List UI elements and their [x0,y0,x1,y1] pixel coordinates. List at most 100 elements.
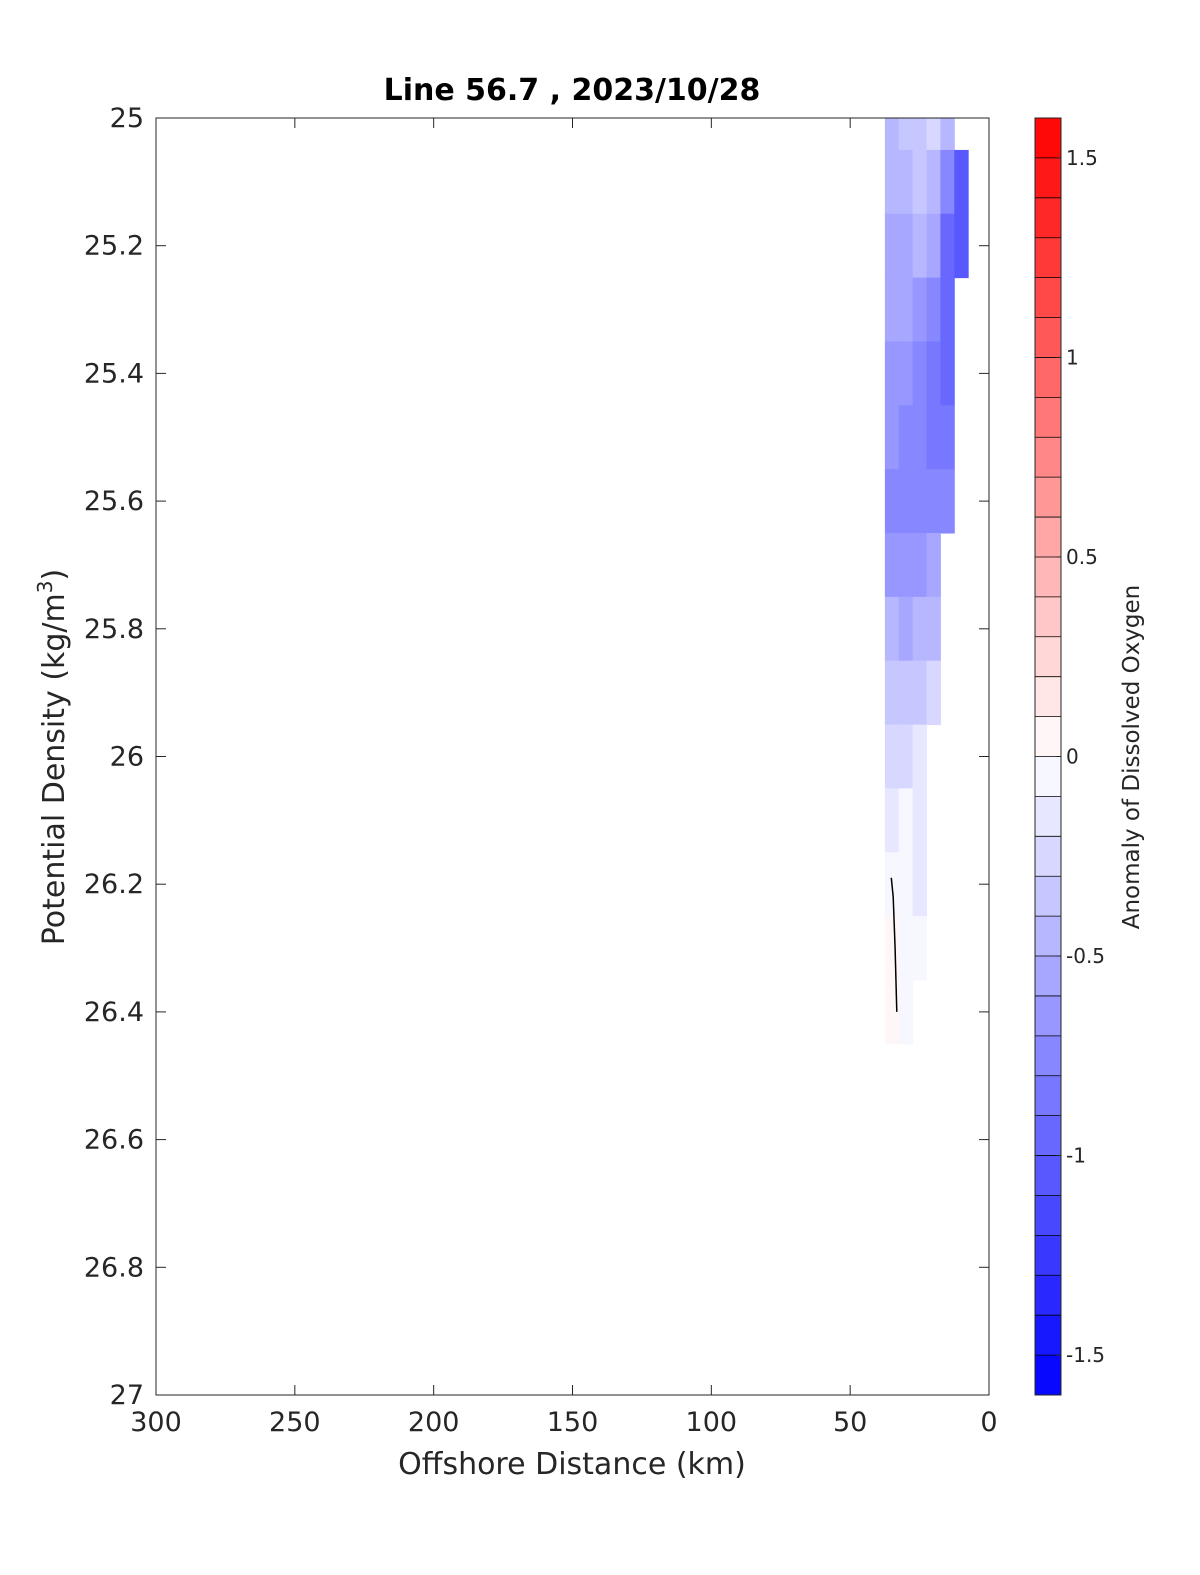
y-tick-label: 26.8 [84,1252,144,1283]
heatmap-cell [912,469,928,534]
heatmap-cell [884,213,900,279]
x-tick-label: 200 [408,1407,460,1438]
colorbar-segment [1035,1355,1061,1396]
heatmap-cell [898,149,914,215]
heatmap-cell [926,469,941,534]
heatmap-cell [912,533,928,598]
heatmap-cell [954,213,969,279]
heatmap-cell [912,852,928,917]
heatmap-cell [926,341,941,406]
colorbar-segment [1035,517,1061,558]
heatmap-cell [940,213,955,279]
heatmap-cell [926,533,941,598]
y-tick-label: 25.2 [84,231,144,262]
heatmap-cell [926,405,941,470]
heatmap-cell [940,341,955,406]
heatmap-cell [884,118,900,151]
y-axis-label-close: ) [37,569,72,581]
heatmap-cell [898,660,914,726]
heatmap-cell [912,277,928,342]
heatmap-cell [898,724,914,789]
colorbar-segment [1035,916,1061,957]
plot-area-background [156,118,989,1395]
heatmap-cell [898,916,914,981]
heatmap-cell [884,149,900,215]
heatmap-cell [884,469,900,534]
heatmap-cell [884,724,900,789]
colorbar-tick-label: 0 [1066,745,1079,769]
zero-contour-layer [890,877,898,1012]
heatmap-cell [884,277,900,342]
colorbar-segment [1035,956,1061,997]
x-tick-label: 300 [130,1407,182,1438]
colorbar-segment [1035,1235,1061,1276]
y-axis-label: Potential Density (kg/m3) [33,569,72,945]
heatmap-cell [954,149,969,215]
heatmap-cell [940,149,955,215]
colorbar-segment [1035,157,1061,199]
heatmap-cell [898,341,914,406]
colorbar-segment [1035,197,1061,239]
heatmap-cell [940,277,955,342]
heatmap-cell [884,916,900,981]
colorbar-segment [1035,1035,1061,1077]
colorbar-segment [1035,756,1061,797]
heatmap-cell [884,533,900,598]
colorbar-segment [1035,995,1061,1037]
colorbar-segment [1035,397,1061,438]
heatmap-cell [940,469,955,534]
axis-ticks: 300 250 200 150 100 50 0 25 25.2 25.4 25.6 25.8 26 26… [84,103,998,1438]
colorbar-tick-label: 1 [1066,345,1079,369]
y-tick-label: 25 [110,103,144,134]
colorbar-segment [1035,876,1061,917]
heatmap-cell [884,341,900,406]
y-tick-label: 26 [110,742,144,773]
heatmap-cell [926,596,941,662]
chart-title: Line 56.7 , 2023/10/28 [384,73,761,108]
colorbar-segment [1035,836,1061,877]
heatmap-cell [884,788,900,853]
colorbar-segment [1035,1195,1061,1236]
colorbar: 1.5 1 0.5 0 -0.5 -1 -1.5 [1034,117,1105,1396]
heatmap-cell [926,277,941,342]
x-tick-label: 0 [980,1407,997,1438]
heatmap-cell [898,533,914,598]
heatmap-cell [940,118,955,151]
heatmap-cell [912,149,928,215]
heatmap-cell [884,596,900,662]
colorbar-segment [1035,357,1061,398]
colorbar-segment [1035,437,1061,478]
y-tick-label: 26.4 [84,997,144,1028]
heatmap-cell [912,724,928,789]
heatmap-cell [912,405,928,470]
heatmap-cell [926,149,941,215]
heatmap-cell [926,118,941,151]
heatmap-cell [912,788,928,853]
colorbar-tick-label: -1.5 [1066,1343,1105,1367]
heatmap-cell [884,660,900,726]
heatmap-cell [912,341,928,406]
colorbar-segment [1035,1115,1061,1156]
heatmap-cell [898,979,914,1045]
colorbar-segment [1035,1075,1061,1116]
heatmap-cell [912,660,928,726]
heatmap-cell [926,213,941,279]
heatmap-cell [884,979,900,1045]
heatmap-cell [912,213,928,279]
colorbar-segment [1035,237,1061,278]
colorbar-segment [1035,317,1061,358]
x-tick-label: 50 [833,1407,867,1438]
colorbar-segment [1035,796,1061,837]
y-tick-label: 25.6 [84,486,144,517]
colorbar-tick-label: 1.5 [1066,146,1098,170]
y-tick-label: 25.8 [84,614,144,645]
colorbar-label: Anomaly of Dissolved Oxygen [1119,585,1145,930]
colorbar-segment [1035,118,1061,159]
colorbar-segment [1035,277,1061,318]
heatmap-cell [898,213,914,279]
colorbar-segment [1035,636,1061,677]
heatmap-cell [912,118,928,151]
zero-contour-line [890,877,898,1012]
y-tick-label: 25.4 [84,358,144,389]
